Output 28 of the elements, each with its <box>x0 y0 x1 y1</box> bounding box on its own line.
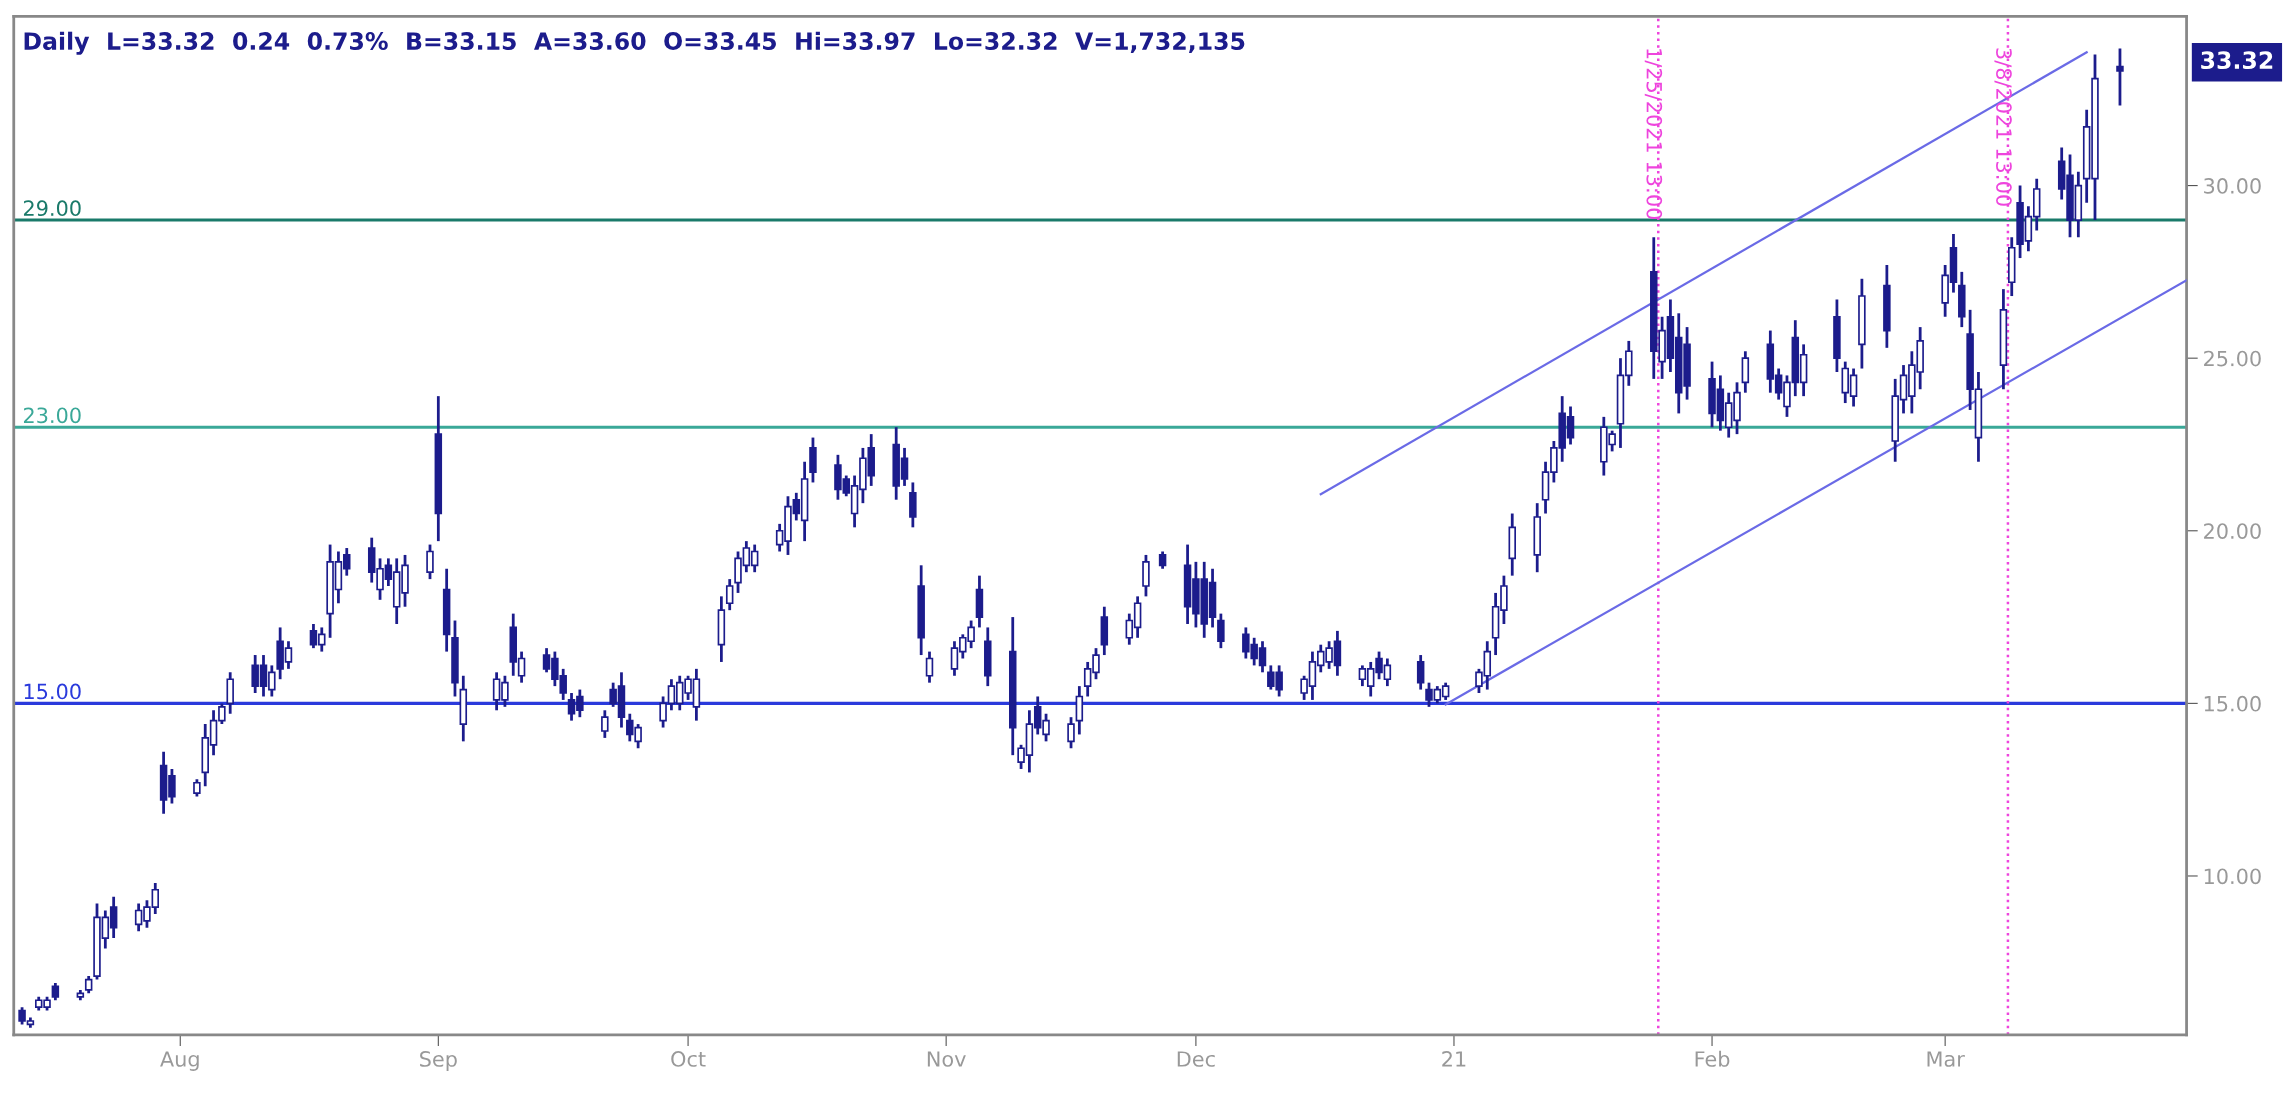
y-tick-label: 30.00 <box>2204 178 2261 194</box>
candlestick <box>925 650 934 685</box>
ref-line-label: 23.00 <box>23 407 81 424</box>
ref-line-label: 29.00 <box>23 200 81 217</box>
ref-line-label: 1/25/2021 13:00 <box>1644 49 1663 220</box>
y-tick-label: 25.00 <box>2204 350 2261 367</box>
x-tick-label: Mar <box>1927 1051 1965 1067</box>
text: Daily L=33.32 0.24 0.73% B=33.15 A=33.60 O=33.45 Hi=33.97 Lo=32.32 V=1,732,135 <box>24 31 1245 55</box>
text: 33.32 <box>2201 51 2273 70</box>
candlestick <box>601 708 609 740</box>
candlestick <box>725 577 734 612</box>
x-tick-label: Aug <box>160 1051 199 1071</box>
x-tick-label: Oct <box>671 1051 706 1067</box>
candlestick <box>1067 715 1075 750</box>
x-tick-label: Dec <box>1177 1051 1215 1067</box>
candlestick <box>426 543 434 581</box>
candlestick <box>1416 653 1425 691</box>
candlestick <box>2116 47 2124 107</box>
y-tick-label: 10.00 <box>2204 868 2261 885</box>
ref-line-label: 15.00 <box>24 683 81 700</box>
y-tick-label: 15.00 <box>2204 695 2261 712</box>
y-tick-label: 20.00 <box>2204 523 2261 539</box>
x-tick-label: Feb <box>1695 1050 1730 1067</box>
candlestick <box>1217 612 1225 650</box>
x-tick-label: Nov <box>927 1051 966 1067</box>
x-tick-label: 21 <box>1442 1051 1466 1067</box>
ref-line-label: 3/8/2021 13:00 <box>1994 48 2012 206</box>
x-tick-label: Sep <box>420 1051 457 1071</box>
